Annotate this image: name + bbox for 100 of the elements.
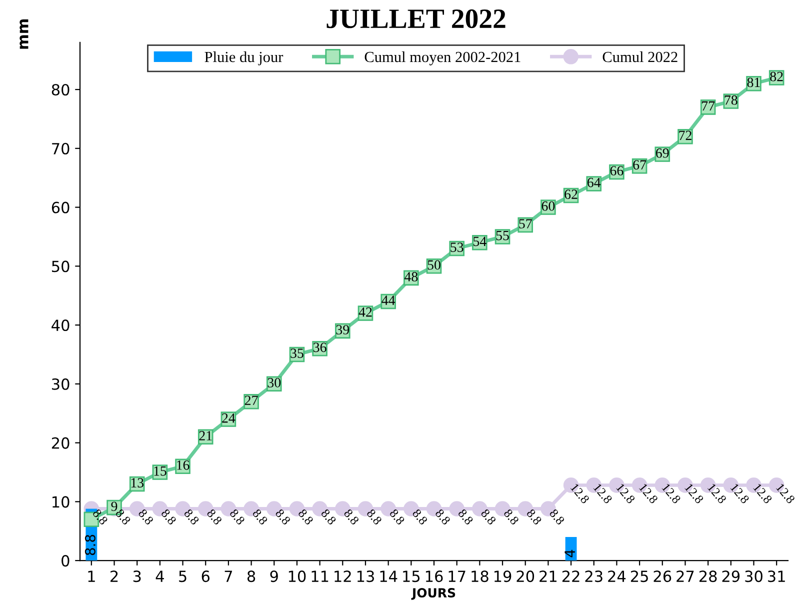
data-label: 8.8 [366, 508, 382, 526]
data-label: 12.8 [707, 483, 727, 504]
data-label: 35 [290, 348, 304, 358]
data-label: 12.8 [776, 483, 796, 504]
legend-label: Pluie du jour [204, 51, 284, 66]
x-tick-label: 28 [699, 570, 717, 582]
data-label: 64 [588, 178, 601, 188]
data-label: 36 [314, 342, 326, 352]
y-tick-label: 20 [52, 437, 70, 449]
data-label: 8.8 [252, 508, 268, 526]
data-label: 48 [404, 272, 418, 282]
data-label: 8.8 [480, 508, 496, 526]
x-tick-label: 22 [562, 570, 580, 582]
x-tick-label: 2 [110, 570, 118, 582]
x-tick-label: 10 [288, 570, 306, 582]
y-tick-label: 60 [52, 202, 70, 214]
data-label: 55 [496, 230, 509, 240]
x-tick-label: 5 [179, 570, 186, 582]
data-label: 72 [679, 130, 692, 140]
data-label: 60 [542, 201, 555, 211]
data-label: 8.8 [138, 508, 154, 526]
y-tick-label: 0 [62, 555, 70, 567]
x-tick-label: 30 [745, 570, 762, 582]
x-tick-label: 20 [516, 570, 534, 582]
data-label: 8.8 [229, 508, 246, 526]
chart-title: JUILLET 2022 [326, 9, 506, 28]
y-tick-label: 30 [52, 378, 70, 390]
y-tick-label: 10 [52, 496, 70, 508]
data-label: 82 [770, 72, 783, 82]
data-label: 67 [633, 160, 646, 170]
data-label: 66 [610, 166, 624, 176]
x-tick-label: 8 [247, 570, 256, 582]
data-label: 12.8 [570, 483, 590, 504]
data-label: 8.8 [503, 508, 520, 526]
x-tick-label: 3 [133, 570, 141, 582]
data-label: 57 [519, 219, 532, 228]
data-label: 8.8 [343, 508, 360, 526]
data-label: 8.8 [526, 508, 542, 526]
data-label: 8.8 [458, 508, 474, 526]
x-tick-label: 21 [540, 570, 557, 582]
data-label: 12.8 [593, 483, 613, 504]
data-label: 12.8 [662, 483, 682, 504]
x-tick-label: 15 [403, 570, 420, 582]
data-label: 16 [177, 460, 190, 470]
x-tick-label: 7 [224, 570, 232, 582]
x-tick-label: 6 [202, 570, 210, 582]
data-label: 50 [428, 260, 440, 270]
data-label: 8.8 [84, 534, 96, 556]
data-label: 8.8 [115, 508, 132, 526]
x-tick-label: 24 [608, 570, 626, 582]
data-label: 8.8 [320, 508, 337, 526]
x-tick-label: 4 [156, 570, 164, 582]
data-label: 78 [724, 95, 738, 105]
data-label: 39 [336, 325, 350, 334]
x-tick-label: 29 [722, 570, 740, 582]
legend-label: Cumul 2022 [602, 51, 678, 62]
data-label: 24 [222, 413, 236, 423]
x-tick-label: 27 [676, 570, 694, 582]
data-label: 77 [702, 101, 715, 111]
data-label: 81 [747, 78, 760, 88]
x-tick-label: 13 [357, 570, 374, 582]
data-label: 8.8 [274, 508, 291, 526]
data-label: 12.8 [638, 483, 658, 504]
x-axis-title: JOURS [411, 588, 456, 600]
data-label: 8.8 [412, 508, 428, 526]
data-label: 27 [244, 396, 258, 405]
y-tick-label: 40 [52, 320, 70, 332]
y-tick-label: 70 [52, 142, 70, 154]
data-label: 12.8 [730, 483, 750, 504]
data-label: 8.8 [298, 508, 314, 526]
data-label: 9 [111, 502, 118, 512]
data-label: 42 [358, 307, 372, 317]
data-label: 13 [131, 478, 144, 488]
x-tick-label: 1 [88, 570, 95, 582]
data-label: 44 [382, 296, 396, 305]
data-label: 30 [268, 378, 281, 388]
data-label: 69 [656, 148, 669, 158]
x-tick-label: 12 [334, 570, 351, 582]
x-tick-label: 11 [312, 570, 328, 582]
data-label: 8.8 [206, 508, 222, 526]
y-tick-label: 50 [52, 260, 70, 272]
x-tick-label: 31 [768, 570, 785, 582]
x-tick-label: 26 [654, 570, 672, 582]
data-label: 8.8 [92, 508, 108, 526]
data-label: 8.8 [389, 508, 406, 526]
data-label: 4 [564, 550, 575, 558]
x-tick-label: 23 [585, 570, 602, 582]
x-tick-label: 18 [472, 570, 488, 582]
data-label: 12.8 [752, 483, 773, 504]
x-tick-label: 9 [270, 570, 278, 582]
data-label: 12.8 [684, 483, 704, 504]
data-label: 53 [450, 242, 464, 252]
legend-label: Cumul moyen 2002-2021 [364, 51, 520, 66]
data-label: 8.8 [549, 508, 565, 526]
y-tick-label: 80 [52, 84, 70, 96]
x-tick-label: 17 [448, 570, 466, 582]
data-label: 15 [154, 466, 166, 476]
x-tick-label: 25 [630, 570, 648, 582]
x-tick-label: 14 [380, 570, 398, 582]
x-tick-label: 19 [494, 570, 512, 582]
